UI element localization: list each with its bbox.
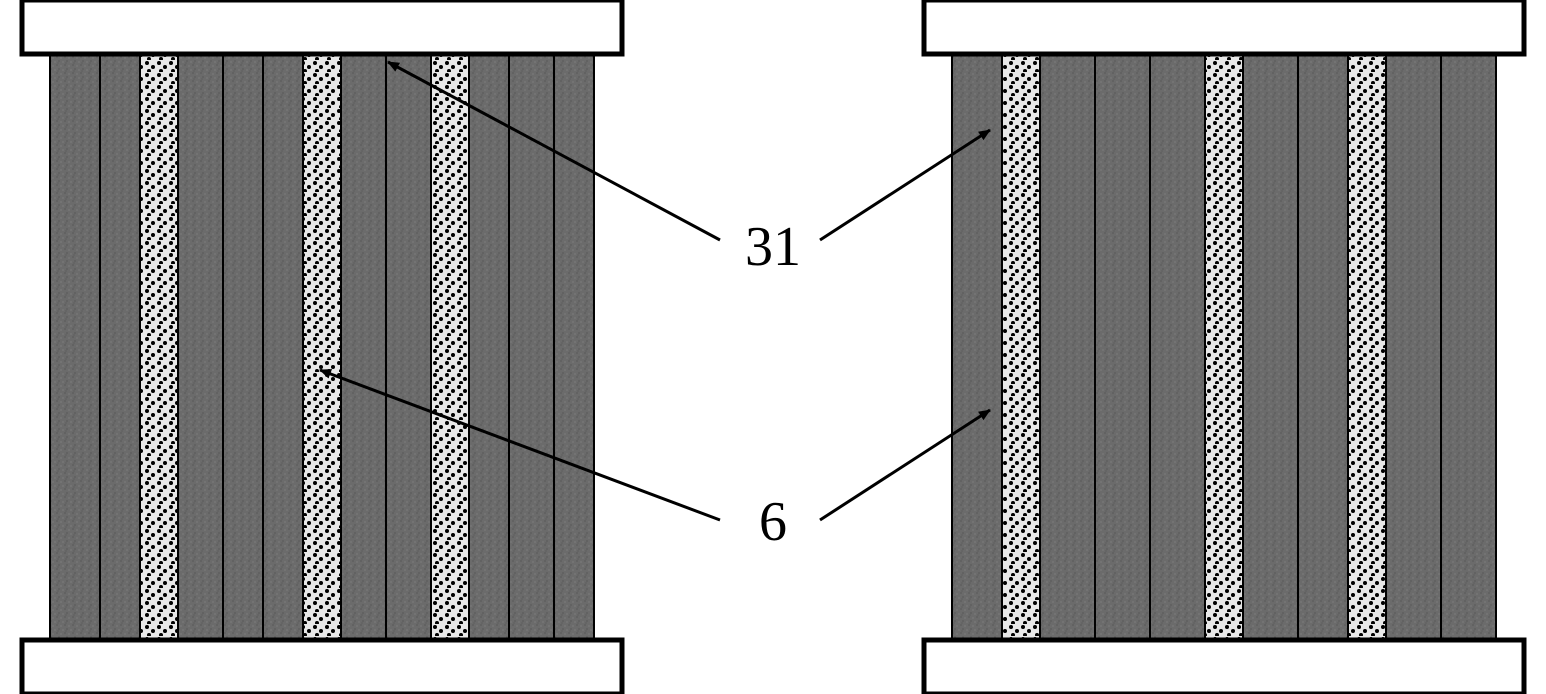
left-block-bottom-cap bbox=[22, 640, 622, 694]
right-block-dark-stripe bbox=[1150, 54, 1205, 640]
right-block-light-stripe bbox=[1002, 54, 1040, 640]
left-block-dark-stripe bbox=[469, 54, 509, 640]
right-block-dark-stripe bbox=[1040, 54, 1095, 640]
right-block-bottom-cap bbox=[924, 640, 1524, 694]
left-block-dark-stripe bbox=[509, 54, 554, 640]
left-block-dark-stripe bbox=[263, 54, 303, 640]
left-block-dark-stripe bbox=[554, 54, 594, 640]
left-block-dark-stripe bbox=[341, 54, 386, 640]
right-block-dark-stripe bbox=[1095, 54, 1150, 640]
diagram-canvas: 31 6 bbox=[0, 0, 1546, 694]
right-block-dark-stripe bbox=[1441, 54, 1496, 640]
right-block-dark-stripe bbox=[1386, 54, 1441, 640]
right-block-dark-stripe bbox=[1243, 54, 1298, 640]
label-31: 31 bbox=[745, 216, 801, 278]
left-block-dark-stripe bbox=[50, 54, 100, 640]
right-block-dark-stripe bbox=[952, 54, 1002, 640]
left-block-dark-stripe bbox=[386, 54, 431, 640]
left-block-dark-stripe bbox=[100, 54, 140, 640]
left-block-top-cap bbox=[22, 0, 622, 54]
left-block-dark-stripe bbox=[178, 54, 223, 640]
right-block-light-stripe bbox=[1348, 54, 1386, 640]
right-block-light-stripe bbox=[1205, 54, 1243, 640]
left-block-light-stripe bbox=[140, 54, 178, 640]
right-block-dark-stripe bbox=[1298, 54, 1348, 640]
right-block-top-cap bbox=[924, 0, 1524, 54]
left-block-dark-stripe bbox=[223, 54, 263, 640]
left-block-light-stripe bbox=[431, 54, 469, 640]
left-block-light-stripe bbox=[303, 54, 341, 640]
label-6: 6 bbox=[759, 491, 787, 553]
